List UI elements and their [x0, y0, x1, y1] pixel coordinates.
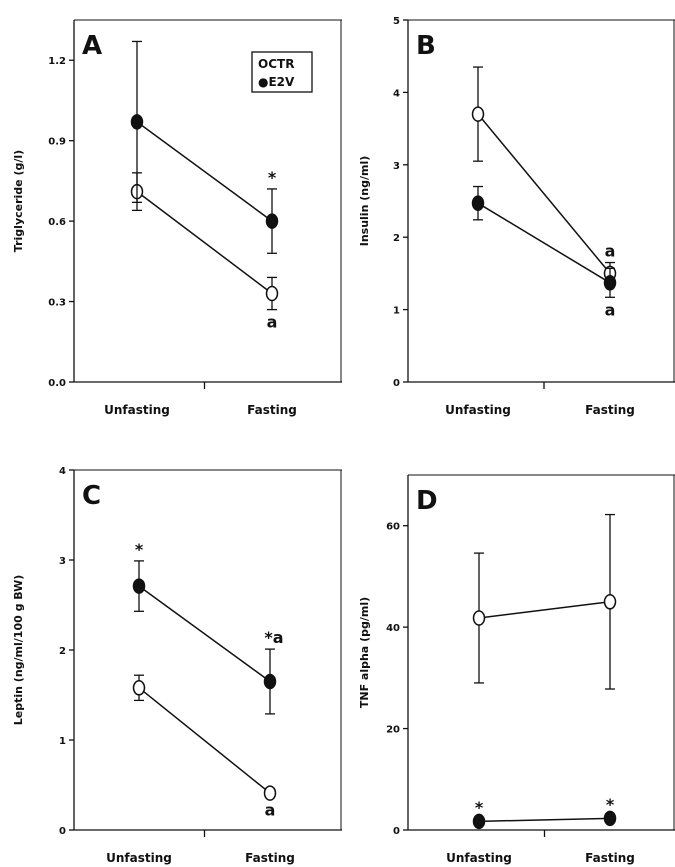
data-point-e2v: [603, 810, 617, 827]
y-axis-label: TNF alpha (pg/ml): [358, 597, 371, 708]
data-point-e2v: [265, 213, 279, 229]
y-tick-label: 1: [393, 306, 400, 317]
annotation: *a: [264, 628, 283, 647]
y-tick-label: 2: [59, 646, 66, 657]
panel-letter: A: [82, 31, 102, 61]
y-tick-label: 40: [386, 623, 400, 634]
panel-letter: D: [416, 486, 438, 516]
y-tick-label: 0: [393, 378, 400, 389]
data-point-e2v: [472, 813, 486, 830]
y-tick-label: 20: [386, 725, 400, 736]
y-tick-label: 0: [393, 826, 400, 837]
x-tick-label: Fasting: [585, 851, 635, 865]
y-tick-label: 4: [393, 88, 400, 99]
data-point-e2v: [130, 114, 144, 130]
series-line-e2v: [478, 817, 611, 823]
annotation: a: [605, 242, 616, 261]
annotation: *: [475, 798, 484, 817]
data-point-ctr: [603, 594, 617, 610]
panel-b: 0 1 2 3 4 5 Unfasting Fasting Insulin (ng/ml) Ba a: [358, 16, 675, 417]
series-line-e2v: [136, 121, 273, 222]
panel-letter: B: [416, 31, 436, 61]
series-line-ctr: [477, 113, 611, 274]
y-tick-label: 60: [386, 522, 400, 533]
y-tick-label: 4: [59, 466, 66, 477]
data-point-ctr: [263, 785, 277, 801]
series-line-ctr: [136, 191, 273, 295]
x-tick-label: Fasting: [247, 403, 297, 417]
series-line-ctr: [138, 687, 271, 794]
panel-a: 0.0 0.3 0.6 0.9 1.2 Unfasting Fasting Triglycer…: [12, 19, 342, 417]
x-tick-label: Fasting: [585, 403, 635, 417]
data-point-ctr: [265, 285, 279, 302]
annotation: a: [267, 313, 278, 332]
legend-entry-ctr: OCTR: [258, 57, 294, 71]
data-point-e2v: [263, 673, 277, 690]
x-tick-label: Unfasting: [445, 403, 511, 417]
y-tick-label: 0.6: [48, 217, 66, 228]
x-tick-label: Unfasting: [106, 851, 172, 865]
panel-d: 0 20 40 60 Unfasting Fasting TNF alpha (pg/ml)…: [358, 474, 675, 865]
legend-entry-e2v: ●E2V: [258, 75, 295, 89]
y-tick-label: 0.0: [48, 378, 66, 389]
x-tick-label: Fasting: [245, 851, 295, 865]
y-axis-label: Leptin (ng/ml/100 g BW): [12, 575, 25, 725]
data-point-e2v: [132, 578, 146, 594]
data-point-e2v: [603, 275, 617, 291]
annotation: a: [605, 300, 616, 319]
series-line-ctr: [478, 601, 611, 619]
x-tick-label: Unfasting: [104, 403, 170, 417]
y-tick-label: 1: [59, 736, 66, 747]
y-tick-label: 0: [59, 826, 66, 837]
annotation: *: [135, 540, 144, 559]
legend-box: [251, 51, 313, 93]
x-tick-label: Unfasting: [446, 851, 512, 865]
y-tick-label: 0.3: [48, 298, 66, 309]
y-tick-label: 3: [393, 161, 400, 172]
data-point-e2v: [471, 195, 485, 211]
y-axis-label: Triglyceride (g/l): [12, 150, 25, 252]
series-line-e2v: [477, 202, 611, 284]
panel-letter: C: [82, 481, 101, 511]
data-point-ctr: [471, 106, 485, 122]
data-point-ctr: [472, 610, 486, 626]
series-line-e2v: [138, 585, 271, 683]
y-tick-label: 2: [393, 233, 400, 244]
y-tick-label: 0.9: [48, 137, 66, 148]
y-tick-label: 1.2: [48, 56, 66, 67]
data-point-ctr: [132, 680, 146, 696]
panel-c: 0 1 2 3 4 Unfasting Fasting Leptin (ng/ml/100 g…: [12, 466, 342, 865]
annotation: a: [265, 801, 276, 820]
annotation: *: [606, 795, 615, 814]
y-tick-label: 5: [393, 16, 400, 27]
annotation: *: [268, 168, 277, 187]
y-tick-label: 3: [59, 556, 66, 567]
y-axis-label: Insulin (ng/ml): [358, 156, 371, 247]
